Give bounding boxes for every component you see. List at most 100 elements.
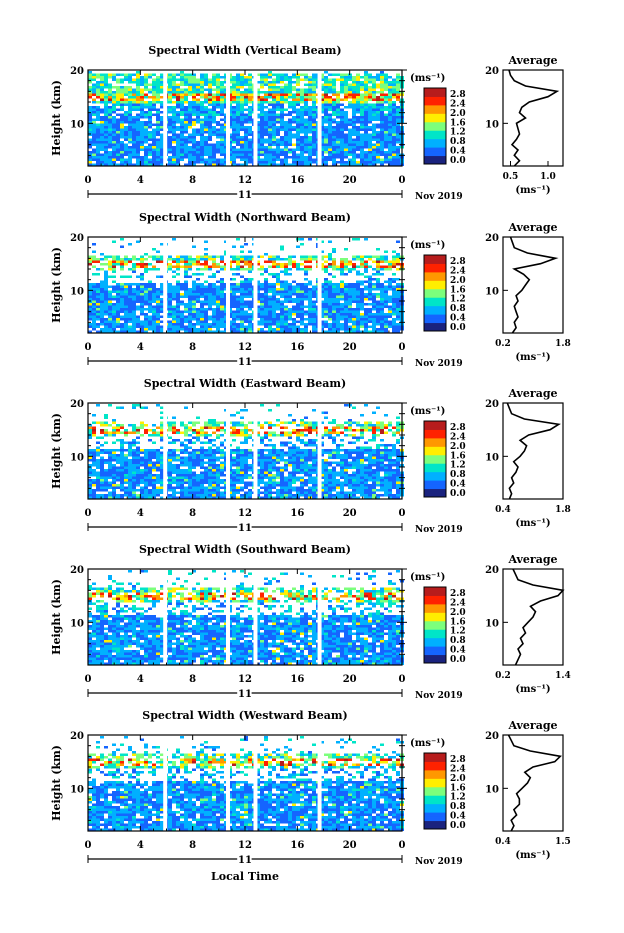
- heatmap-cell: [244, 326, 248, 329]
- heatmap-cell: [360, 104, 364, 107]
- heatmap-cell: [296, 291, 300, 294]
- heatmap-cell: [356, 283, 360, 286]
- heatmap-cell: [140, 308, 144, 311]
- heatmap-cell: [368, 134, 372, 137]
- heatmap-cell: [120, 79, 124, 82]
- heatmap-cell: [284, 131, 288, 134]
- heatmap-cell: [272, 256, 276, 259]
- heatmap-cell: [368, 144, 372, 147]
- heatmap-cell: [372, 149, 376, 152]
- heatmap-cell: [216, 89, 220, 92]
- heatmap-cell: [100, 328, 104, 331]
- heatmap-cell: [352, 81, 356, 84]
- heatmap-cell: [168, 286, 172, 289]
- heatmap-cell: [236, 129, 240, 132]
- heatmap-cell: [380, 139, 384, 142]
- heatmap-cell: [220, 129, 224, 132]
- heatmap-cell: [200, 313, 204, 316]
- heatmap-cell: [260, 134, 264, 137]
- heatmap-cell: [364, 111, 368, 114]
- heatmap-cell: [324, 116, 328, 119]
- heatmap-cell: [292, 99, 296, 102]
- heatmap-cell: [132, 136, 136, 139]
- heatmap-cell: [284, 144, 288, 147]
- heatmap-cell: [220, 109, 224, 112]
- heatmap-cell: [356, 156, 360, 159]
- heatmap-cell: [276, 144, 280, 147]
- heatmap-cell: [204, 119, 208, 122]
- heatmap-cell: [148, 106, 152, 109]
- heatmap-cell: [364, 84, 368, 87]
- heatmap-cell: [360, 149, 364, 152]
- heatmap-cell: [136, 146, 140, 149]
- heatmap-cell: [212, 293, 216, 296]
- heatmap-cell: [100, 154, 104, 157]
- heatmap-cell: [172, 111, 176, 114]
- heatmap-cell: [388, 76, 392, 79]
- heatmap-cell: [156, 89, 160, 92]
- heatmap-cell: [156, 116, 160, 119]
- heatmap-cell: [308, 139, 312, 142]
- heatmap-cell: [284, 156, 288, 159]
- heatmap-cell: [332, 258, 336, 261]
- heatmap-cell: [292, 111, 296, 114]
- heatmap-cell: [176, 323, 180, 326]
- heatmap-cell: [192, 141, 196, 144]
- x-tick-label: 16: [290, 175, 304, 186]
- heatmap-cell: [264, 119, 268, 122]
- heatmap-cell: [308, 316, 312, 319]
- heatmap-cell: [116, 89, 120, 92]
- heatmap-cell: [168, 81, 172, 84]
- heatmap-cell: [372, 323, 376, 326]
- heatmap-cell: [268, 76, 272, 79]
- heatmap-cell: [216, 161, 220, 164]
- heatmap-cell: [352, 114, 356, 117]
- heatmap-cell: [176, 273, 180, 276]
- heatmap-cell: [364, 323, 368, 326]
- heatmap-cell: [384, 109, 388, 112]
- heatmap-cell: [356, 79, 360, 82]
- heatmap-cell: [92, 494, 96, 497]
- heatmap-cell: [200, 136, 204, 139]
- heatmap-cell: [288, 139, 292, 142]
- heatmap-cell: [300, 96, 304, 99]
- heatmap-cell: [296, 139, 300, 142]
- heatmap-cell: [128, 134, 132, 137]
- heatmap-cell: [240, 306, 244, 309]
- heatmap-cell: [268, 318, 272, 321]
- heatmap-cell: [196, 114, 200, 117]
- heatmap-cell: [312, 76, 316, 79]
- heatmap-cell: [172, 318, 176, 321]
- heatmap-cell: [248, 114, 252, 117]
- heatmap-cell: [176, 101, 180, 104]
- heatmap-cell: [336, 126, 340, 129]
- heatmap-cell: [96, 91, 100, 94]
- heatmap-cell: [312, 318, 316, 321]
- heatmap-cell: [380, 159, 384, 162]
- heatmap-cell: [188, 326, 192, 329]
- heatmap-cell: [216, 101, 220, 104]
- heatmap-cell: [328, 288, 332, 291]
- heatmap-cell: [232, 94, 236, 97]
- heatmap-cell: [236, 256, 240, 259]
- heatmap-cell: [360, 261, 364, 264]
- heatmap-cell: [108, 94, 112, 97]
- heatmap-cell: [368, 89, 372, 92]
- heatmap-cell: [304, 109, 308, 112]
- heatmap-cell: [380, 316, 384, 319]
- heatmap-cell: [284, 296, 288, 299]
- heatmap-cell: [328, 131, 332, 134]
- heatmap-cell: [300, 139, 304, 142]
- heatmap-cell: [348, 91, 352, 94]
- heatmap-cell: [244, 261, 248, 264]
- heatmap-cell: [244, 81, 248, 84]
- heatmap-cell: [248, 271, 252, 274]
- heatmap-cell: [188, 298, 192, 301]
- data-gap: [253, 237, 257, 333]
- heatmap-cell: [208, 276, 212, 279]
- heatmap-cell: [272, 124, 276, 127]
- heatmap-cell: [112, 104, 116, 107]
- heatmap-cell: [216, 263, 220, 266]
- heatmap-cell: [392, 114, 396, 117]
- heatmap-cell: [212, 261, 216, 264]
